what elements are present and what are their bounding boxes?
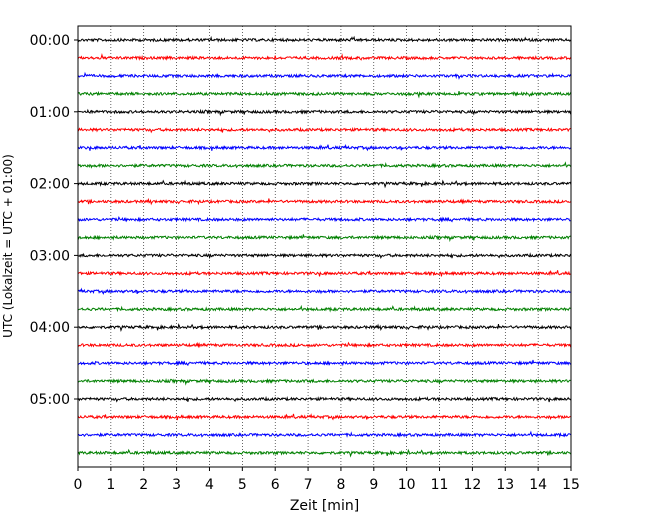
seismogram-traces <box>77 35 572 458</box>
x-tick-label: 9 <box>369 477 378 493</box>
seismogram-trace <box>77 430 572 439</box>
x-axis-ticks: 0 1 2 3 4 5 6 7 8 9 10 11 12 13 14 15 <box>74 467 580 493</box>
x-tick-label: 12 <box>463 477 481 493</box>
seismogram-trace <box>77 359 572 367</box>
x-tick-label: 6 <box>271 477 280 493</box>
seismogram-trace <box>77 323 572 333</box>
x-tick-label: 7 <box>304 477 313 493</box>
seismogram-trace <box>77 179 572 189</box>
seismogram-trace <box>77 197 572 206</box>
x-tick-label: 14 <box>529 477 547 493</box>
x-axis-label: Zeit [min] <box>290 498 359 514</box>
seismogram-trace <box>77 413 572 421</box>
x-tick-label: 5 <box>238 477 247 493</box>
seismogram-trace <box>77 341 572 349</box>
y-tick-label: 04:00 <box>30 320 70 336</box>
x-tick-label: 11 <box>431 477 449 493</box>
seismogram-trace <box>77 395 572 403</box>
seismogram-trace <box>77 90 572 99</box>
seismogram-trace <box>77 161 572 169</box>
seismogram-trace <box>77 35 572 43</box>
seismogram-trace <box>77 71 572 80</box>
seismogram-trace <box>77 126 572 134</box>
x-tick-label: 13 <box>496 477 514 493</box>
plot-frame <box>77 25 572 468</box>
seismogram-trace <box>77 252 572 260</box>
x-tick-label: 4 <box>205 477 214 493</box>
y-axis-ticks: 00:00 01:00 02:00 03:00 04:00 05:00 <box>30 33 78 408</box>
seismogram-trace <box>77 52 572 61</box>
seismogram-trace <box>77 108 572 117</box>
x-tick-label: 3 <box>172 477 181 493</box>
x-tick-label: 2 <box>139 477 148 493</box>
y-tick-label: 05:00 <box>30 392 70 408</box>
seismogram-trace <box>77 269 572 277</box>
x-tick-label: 10 <box>398 477 416 493</box>
seismogram-trace <box>77 304 572 313</box>
seismogram-trace <box>77 448 572 458</box>
y-axis-label: UTC (Lokalzeit = UTC + 01:00) <box>1 154 15 338</box>
seismogram-trace <box>77 143 572 152</box>
y-tick-label: 03:00 <box>30 248 70 264</box>
x-tick-label: 1 <box>106 477 115 493</box>
x-tick-label: 15 <box>562 477 580 493</box>
y-tick-label: 01:00 <box>30 105 70 121</box>
seismogram-trace <box>77 215 571 223</box>
seismogram-trace <box>77 378 572 386</box>
x-tick-label: 0 <box>74 477 83 493</box>
seismogram-trace <box>77 287 572 295</box>
seismogram-trace <box>77 234 572 243</box>
y-tick-label: 02:00 <box>30 177 70 193</box>
x-tick-label: 8 <box>336 477 345 493</box>
y-tick-label: 00:00 <box>30 33 70 49</box>
